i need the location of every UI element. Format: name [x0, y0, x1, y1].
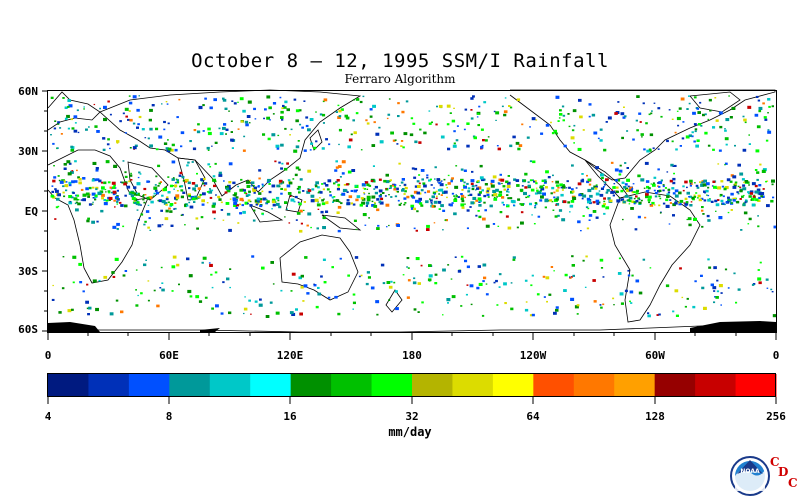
colorbar-ticks	[47, 397, 777, 404]
map-subtitle: Ferraro Algorithm	[344, 72, 456, 86]
colorbar-swatch	[331, 374, 373, 397]
colorbar-label-16: 16	[283, 410, 297, 423]
colorbar-swatch	[290, 374, 332, 397]
colorbar-swatch	[169, 374, 211, 397]
colorbar-swatch	[654, 374, 696, 397]
map-title: October 8 – 12, 1995 SSM/I Rainfall	[191, 50, 609, 72]
colorbar-swatch	[48, 374, 89, 397]
lat-label-60n: 60N	[18, 85, 38, 98]
colorbar-swatch	[128, 374, 170, 397]
colorbar-swatch	[735, 374, 777, 397]
map-frame	[47, 90, 777, 333]
lat-ticks	[42, 90, 48, 332]
colorbar	[48, 374, 777, 397]
colorbar-label-32: 32	[405, 410, 419, 423]
cdc-letter-d: D	[778, 465, 789, 479]
noaa-logo-text: NOAA	[740, 468, 760, 475]
lat-label-eq: EQ	[24, 205, 38, 218]
colorbar-swatch	[412, 374, 453, 397]
colorbar-swatch	[371, 374, 413, 397]
rainfall-field	[50, 95, 777, 318]
colorbar-swatch	[250, 374, 292, 397]
colorbar-swatch	[209, 374, 251, 397]
lon-label-0: 0	[44, 349, 52, 362]
coastlines	[47, 89, 776, 333]
lon-label-120w: 120W	[519, 349, 547, 362]
colorbar-units: mm/day	[388, 425, 432, 439]
noaa-logo: NOAA	[730, 456, 770, 496]
colorbar-swatch	[573, 374, 615, 397]
colorbar-swatch	[88, 374, 130, 397]
lon-label-60e: 60E	[159, 349, 179, 362]
cdc-letter-c1: C	[770, 455, 780, 469]
lat-label-30n: 30N	[18, 145, 38, 158]
colorbar-swatch	[695, 374, 737, 397]
colorbar-label-4: 4	[44, 410, 52, 423]
lon-label-180: 180	[402, 349, 422, 362]
colorbar-swatch	[492, 374, 534, 397]
lat-label-60s: 60S	[18, 323, 38, 336]
colorbar-swatch	[533, 374, 575, 397]
colorbar-swatch	[614, 374, 656, 397]
colorbar-label-256: 256	[766, 410, 786, 423]
lon-label-120e: 120E	[276, 349, 304, 362]
lon-label-60w: 60W	[645, 349, 665, 362]
colorbar-swatch	[452, 374, 494, 397]
lat-label-30s: 30S	[18, 265, 38, 278]
lon-label-0-east: 0	[772, 349, 780, 362]
cdc-letter-c2: C	[788, 476, 798, 490]
lon-ticks	[47, 332, 777, 340]
colorbar-label-8: 8	[165, 410, 173, 423]
colorbar-label-128: 128	[645, 410, 665, 423]
colorbar-label-64: 64	[526, 410, 540, 423]
